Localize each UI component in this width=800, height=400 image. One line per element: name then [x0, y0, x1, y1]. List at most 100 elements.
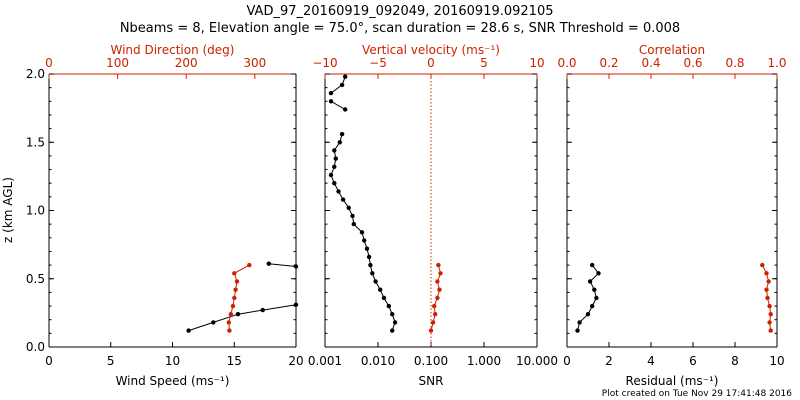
x-top-tick-label: 100 [106, 56, 129, 70]
panel-2-series-1-point [350, 213, 355, 219]
panel-1-series-1-point [186, 328, 191, 333]
panel-2-series-2-point [432, 303, 437, 309]
panel-3-series-2-point [764, 287, 769, 292]
panel-2-series-2-point [436, 262, 441, 268]
panel-3-series-2-point [768, 328, 773, 333]
panel-2-series-2-point [438, 271, 443, 276]
panel-2-series-2-point [433, 312, 438, 317]
x-top-tick-label: −10 [312, 56, 337, 70]
x-top-tick-label: −5 [369, 56, 387, 70]
panel-2-series-2-point [428, 328, 434, 333]
x-top-tick-label: 300 [243, 56, 266, 70]
panel-1-series-2-point [247, 262, 252, 268]
x-bottom-tick-label: 5 [107, 354, 115, 368]
panel-3-series-1-point [594, 295, 599, 301]
panel-2-series-1-point [346, 205, 351, 210]
panel-3-series-1-point [577, 320, 582, 325]
x-bottom-tick-label: 0.001 [308, 354, 342, 368]
panel-2-series-1-point [339, 82, 345, 88]
panel-2-series-2-point [435, 295, 440, 301]
panel-1-series-1-line [188, 304, 297, 332]
x-bottom-tick-label: 0 [45, 354, 53, 368]
panel-1-x-bottom-label: Wind Speed (ms⁻¹) [116, 374, 230, 388]
panel-2-series-2-point [435, 279, 440, 284]
x-bottom-tick-label: 2 [605, 354, 613, 368]
panel-3-series-1-point [592, 287, 597, 292]
x-top-tick-label: 0.8 [725, 56, 744, 70]
panel-2-series-1-point [343, 74, 348, 79]
panel-1-series-2-point [230, 303, 236, 309]
panel-2-series-1-point [343, 107, 348, 112]
panel-1-series-2-point [228, 312, 233, 317]
y-tick-label: 0.5 [26, 272, 45, 286]
panel-3-series-2-point [765, 295, 770, 301]
panel-3-series-2-point [767, 303, 772, 309]
panel-2-series-2-point [430, 320, 436, 325]
panel-3-series-2-point [767, 320, 772, 325]
y-tick-label: 0.0 [26, 340, 45, 354]
panel-3-series-1-point [590, 262, 595, 268]
panel-1-series-2-point [226, 320, 231, 325]
panel-1-series-2-point [234, 279, 240, 284]
panel-1-series-1-point [260, 307, 265, 313]
panel-2-series-1-point [332, 148, 337, 153]
panel-2-series-1-point [359, 230, 365, 235]
panel-1-series-1-point [293, 264, 299, 269]
panel-2-series-2-point [437, 287, 442, 292]
x-bottom-tick-label: 4 [647, 354, 655, 368]
x-top-tick-label: 5 [480, 56, 488, 70]
panel-2-series-1-point [392, 320, 398, 325]
panel-1-series-1-point [266, 261, 271, 266]
panel-2-series-1-point [351, 221, 356, 227]
panel-1-series-2-point [232, 271, 237, 276]
panel-2-series-1-point [328, 172, 334, 178]
panel-1-series-2-point [227, 328, 232, 333]
y-axis-label: z (km AGL) [1, 177, 15, 243]
x-top-tick-label: 1.0 [767, 56, 786, 70]
panel-1-x-top-label: Wind Direction (deg) [111, 43, 235, 57]
x-bottom-tick-label: 20 [288, 354, 303, 368]
figure-subtitle: Nbeams = 8, Elevation angle = 75.0°, sca… [120, 21, 680, 36]
y-tick-label: 1.5 [26, 135, 45, 149]
panel-3-series-1-point [587, 279, 593, 284]
panel-1-series-2-point [233, 287, 238, 292]
panel-3-x-top-label: Correlation [639, 43, 705, 57]
panel-3-series-2-point [768, 312, 773, 317]
panel-1-series-2-point [232, 295, 237, 301]
panel-1-series-1-point [293, 302, 299, 307]
panel-1-series-2-line [228, 264, 250, 331]
panel-3-series-2-point [766, 279, 771, 284]
y-tick-label: 2.0 [26, 67, 45, 81]
plot-footer: Plot created on Tue Nov 29 17:41:48 2016 [602, 389, 792, 399]
panel-2-series-1-point [339, 131, 345, 137]
x-bottom-tick-label: 15 [227, 354, 242, 368]
x-top-tick-label: 10 [529, 56, 544, 70]
panel-2-series-1-point [337, 140, 342, 145]
x-top-tick-label: 0.0 [557, 56, 576, 70]
panel-3-series-2-point [760, 262, 765, 268]
x-bottom-tick-label: 0.100 [414, 354, 448, 368]
panel-2-x-bottom-label: SNR [419, 374, 444, 388]
panel-2-series-1-point [386, 303, 391, 309]
panel-2-series-1-point [390, 328, 395, 333]
x-top-tick-label: 0.2 [599, 56, 618, 70]
x-top-tick-label: 0 [45, 56, 53, 70]
panel-3-series-1-point [590, 303, 595, 309]
panel-2-series-1-line [330, 100, 346, 110]
panel-2-x-top-label: Vertical velocity (ms⁻¹) [362, 43, 500, 57]
panel-2-series-1-point [381, 295, 387, 301]
panel-1-series-1-line [268, 263, 297, 267]
panel-2-series-1-point [333, 156, 338, 161]
x-top-tick-label: 200 [175, 56, 198, 70]
x-top-tick-label: 0.4 [641, 56, 660, 70]
panel-3-series-1-point [596, 271, 601, 276]
panel-2-series-1-point [390, 312, 395, 317]
panel-2-series-1-point [368, 262, 373, 268]
panel-2-series-1-point [366, 254, 372, 260]
x-bottom-tick-label: 8 [731, 354, 739, 368]
panel-1-series-1-point [211, 320, 216, 325]
panel-2-series-1-point [340, 197, 346, 202]
x-bottom-tick-label: 0.010 [361, 354, 395, 368]
x-bottom-tick-label: 10 [165, 354, 180, 368]
panel-1-series-1-point [235, 312, 241, 317]
